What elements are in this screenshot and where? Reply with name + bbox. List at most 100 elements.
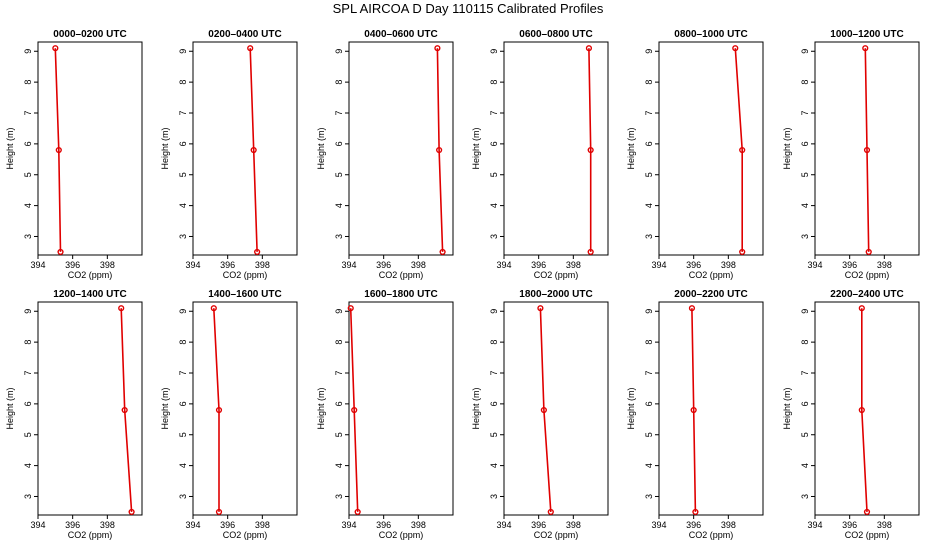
- x-tick-label: 394: [341, 260, 356, 270]
- panel-title: 2200–2400 UTC: [830, 289, 903, 300]
- y-tick-label: 4: [178, 463, 188, 468]
- y-tick-label: 7: [178, 370, 188, 375]
- profile-point: [57, 248, 64, 256]
- profile-line: [120, 308, 133, 512]
- y-tick-label: 7: [334, 370, 344, 375]
- x-tick-label: 396: [65, 520, 80, 530]
- profile-point: [247, 45, 254, 52]
- profile-point: [439, 248, 446, 256]
- y-tick-label: 3: [178, 494, 188, 499]
- x-axis-label: CO2 (ppm): [845, 530, 890, 540]
- x-tick-label: 398: [566, 260, 581, 270]
- profile-point: [587, 146, 594, 154]
- x-axis-label: CO2 (ppm): [534, 270, 579, 280]
- y-tick-label: 8: [23, 80, 33, 85]
- profile-line: [539, 308, 552, 512]
- y-tick-label: 7: [23, 370, 33, 375]
- profile-point: [739, 146, 746, 154]
- y-tick-label: 3: [23, 234, 33, 239]
- y-tick-label: 3: [334, 234, 344, 239]
- x-tick-label: 398: [411, 260, 426, 270]
- x-tick-label: 394: [651, 260, 666, 270]
- x-tick-label: 394: [341, 520, 356, 530]
- y-tick-label: 8: [334, 340, 344, 345]
- x-axis-label: CO2 (ppm): [68, 530, 113, 540]
- x-tick-label: 398: [255, 260, 270, 270]
- y-tick-label: 4: [800, 203, 810, 208]
- plot-frame: [814, 301, 920, 516]
- y-tick-label: 5: [800, 432, 810, 437]
- profile-point: [254, 248, 261, 256]
- profile-line: [54, 48, 62, 252]
- x-tick-label: 398: [566, 520, 581, 530]
- x-axis-label: CO2 (ppm): [379, 270, 424, 280]
- profile-point: [865, 248, 872, 256]
- profile-point: [732, 45, 739, 52]
- profile-point: [863, 146, 871, 154]
- plot-frame: [503, 41, 609, 256]
- y-tick-label: 9: [644, 49, 654, 54]
- x-tick-label: 396: [531, 260, 546, 270]
- x-axis-label: CO2 (ppm): [223, 530, 268, 540]
- panel-title: 0000–0200 UTC: [53, 29, 126, 40]
- x-tick-label: 398: [877, 260, 892, 270]
- profile-line: [734, 48, 744, 252]
- y-axis-label: Height (m): [782, 387, 792, 429]
- x-tick-label: 394: [496, 520, 511, 530]
- y-tick-label: 4: [178, 203, 188, 208]
- y-tick-label: 9: [334, 49, 344, 54]
- y-tick-label: 5: [23, 432, 33, 437]
- y-tick-label: 3: [644, 494, 654, 499]
- panel-title: 0600–0800 UTC: [519, 29, 592, 40]
- x-axis-label: CO2 (ppm): [689, 530, 734, 540]
- y-tick-label: 6: [800, 141, 810, 146]
- y-tick-label: 4: [644, 203, 654, 208]
- profile-point: [434, 45, 441, 52]
- profile-point: [354, 508, 361, 516]
- y-tick-label: 7: [489, 110, 499, 115]
- y-tick-label: 4: [800, 463, 810, 468]
- profile-point: [585, 45, 593, 52]
- y-tick-label: 5: [23, 172, 33, 177]
- y-tick-label: 9: [23, 309, 33, 314]
- x-tick-label: 394: [807, 520, 822, 530]
- y-tick-label: 4: [23, 203, 33, 208]
- x-axis-label: CO2 (ppm): [68, 270, 113, 280]
- profile-line: [213, 308, 220, 512]
- y-tick-label: 8: [644, 340, 654, 345]
- x-axis-label: CO2 (ppm): [689, 270, 734, 280]
- x-tick-label: 398: [721, 260, 736, 270]
- y-tick-label: 5: [178, 432, 188, 437]
- x-axis-label: CO2 (ppm): [845, 270, 890, 280]
- x-axis-label: CO2 (ppm): [379, 530, 424, 540]
- profile-line: [436, 48, 444, 252]
- x-tick-label: 398: [100, 520, 115, 530]
- panel-title: 1400–1600 UTC: [208, 289, 281, 300]
- x-tick-label: 398: [255, 520, 270, 530]
- profile-line: [860, 308, 868, 512]
- x-tick-label: 398: [100, 260, 115, 270]
- x-tick-label: 394: [185, 260, 200, 270]
- panel-title: 1600–1800 UTC: [364, 289, 437, 300]
- y-tick-label: 3: [489, 234, 499, 239]
- y-tick-label: 6: [23, 401, 33, 406]
- y-tick-label: 3: [800, 234, 810, 239]
- profile-point: [688, 305, 696, 312]
- y-tick-label: 8: [800, 340, 810, 345]
- panel-title: 1200–1400 UTC: [53, 289, 126, 300]
- y-tick-label: 8: [489, 340, 499, 345]
- profile-point: [215, 406, 223, 414]
- y-tick-label: 6: [334, 401, 344, 406]
- y-axis-label: Height (m): [471, 127, 481, 169]
- y-tick-label: 3: [23, 494, 33, 499]
- y-tick-label: 9: [178, 309, 188, 314]
- y-axis-label: Height (m): [626, 387, 636, 429]
